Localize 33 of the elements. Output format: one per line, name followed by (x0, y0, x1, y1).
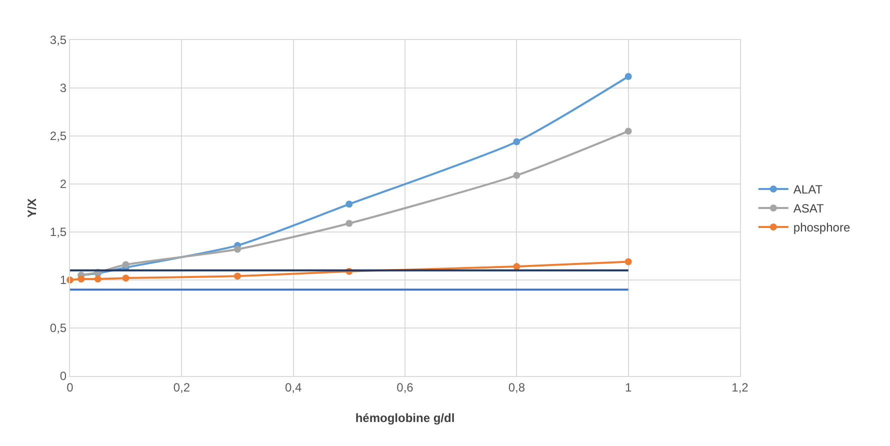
point (513, 263, 520, 270)
y-axis-title: Y/X (25, 198, 39, 218)
point (346, 220, 353, 227)
x-tick-label: 0,4 (284, 380, 302, 394)
point (624, 128, 632, 135)
point (122, 274, 130, 282)
legend-label: ALAT (793, 182, 824, 197)
legend-label: phosphore (793, 220, 850, 235)
point (78, 276, 85, 283)
y-tick-label: 1 (60, 273, 67, 288)
y-tick-label: 3 (60, 81, 67, 96)
point (624, 258, 632, 266)
x-axis-title: hémoglobine g/dl (355, 411, 455, 425)
x-tick-label: 1,2 (732, 380, 749, 394)
x-tick-label: 1 (624, 380, 632, 394)
y-tick-label: 2 (60, 177, 67, 192)
point (624, 72, 632, 80)
x-tick-label: 0,6 (396, 380, 414, 394)
point (513, 172, 520, 179)
legend-label: ASAT (793, 202, 825, 216)
x-tick-label: 0,2 (173, 380, 190, 394)
point (234, 246, 241, 253)
y-tick-label: 3,5 (50, 33, 67, 48)
point (513, 138, 520, 146)
y-tick-label: 0 (60, 369, 67, 384)
point (346, 200, 353, 208)
y-tick-label: 0,5 (50, 321, 67, 336)
x-tick-label: 0,8 (508, 380, 526, 394)
point (94, 276, 102, 283)
point (122, 261, 130, 268)
y-tick-label: 1,5 (50, 225, 67, 240)
y-tick-label: 2,5 (50, 129, 67, 144)
point (234, 272, 241, 280)
